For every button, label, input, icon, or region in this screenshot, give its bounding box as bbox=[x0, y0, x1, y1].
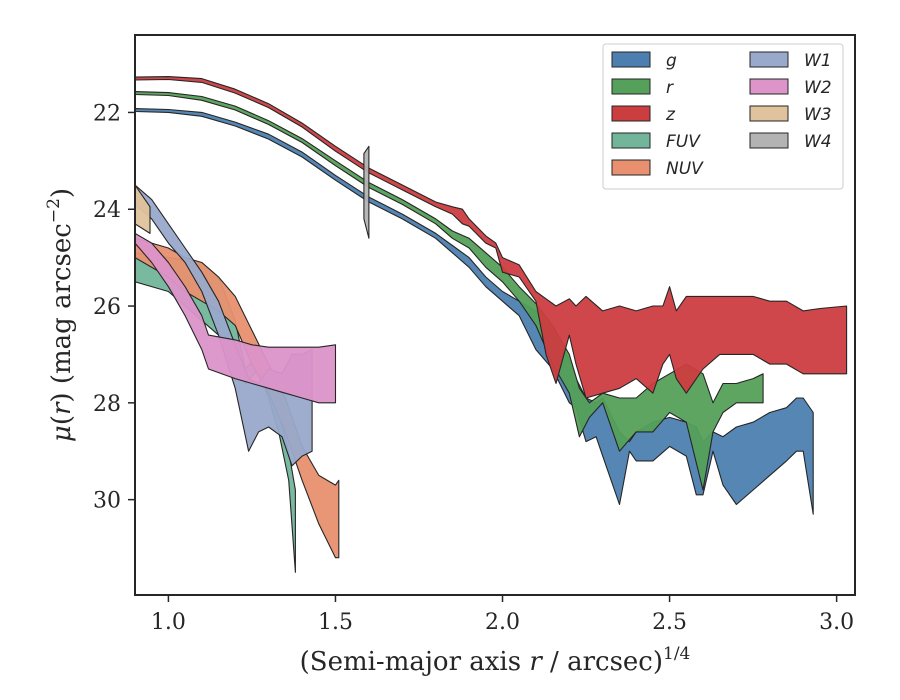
legend: grz FUV NUV W1 W2 W3 W4 bbox=[602, 43, 844, 190]
x-axis-label: (Semi-major axis r / arcsec)1/4 bbox=[300, 644, 691, 677]
legend-label-g: g bbox=[666, 51, 677, 71]
legend-swatch-w2 bbox=[749, 78, 789, 95]
band-z bbox=[135, 76, 848, 399]
profile-bands bbox=[135, 76, 848, 573]
legend-label-w4: W4 bbox=[804, 132, 832, 152]
legend-label-r: r bbox=[666, 78, 674, 98]
x-tick-label: 1.5 bbox=[318, 610, 353, 635]
x-tick-label: 2.0 bbox=[485, 610, 520, 635]
legend-swatch-w3 bbox=[749, 105, 789, 122]
band-r bbox=[135, 91, 764, 491]
band-w2 bbox=[135, 232, 337, 404]
x-axis-ticks: 1.0 1.5 2.0 2.5 3.0 bbox=[151, 595, 854, 635]
y-axis-label: μ(r) (mag arcsec−2) bbox=[44, 188, 77, 442]
plot-frame bbox=[134, 34, 856, 596]
legend-swatch-g bbox=[611, 51, 651, 68]
legend-label-fuv: FUV bbox=[666, 132, 701, 152]
legend-label-w3: W3 bbox=[804, 105, 832, 125]
y-tick-label: 30 bbox=[93, 489, 121, 514]
x-tick-label: 1.0 bbox=[151, 610, 186, 635]
legend-swatch-w1 bbox=[749, 51, 789, 68]
legend-swatch-fuv bbox=[611, 132, 651, 149]
legend-swatch-z bbox=[611, 105, 651, 122]
band-w3 bbox=[135, 184, 151, 234]
band-g bbox=[135, 108, 814, 515]
legend-swatch-w4 bbox=[749, 132, 789, 149]
legend-label-z: z bbox=[665, 105, 676, 125]
legend-swatch-r bbox=[611, 78, 651, 95]
band-w1 bbox=[135, 184, 313, 467]
band-w4 bbox=[363, 145, 370, 239]
y-tick-label: 28 bbox=[93, 392, 121, 417]
legend-label-nuv: NUV bbox=[666, 159, 704, 179]
legend-label-w1: W1 bbox=[804, 51, 832, 71]
x-tick-label: 2.5 bbox=[652, 610, 687, 635]
y-tick-label: 24 bbox=[93, 198, 121, 223]
legend-label-w2: W2 bbox=[804, 78, 832, 98]
x-tick-label: 3.0 bbox=[819, 610, 854, 635]
y-axis-ticks: 22 24 26 28 30 bbox=[93, 101, 135, 514]
y-tick-label: 26 bbox=[93, 295, 121, 320]
y-tick-label: 22 bbox=[93, 101, 121, 126]
legend-swatch-nuv bbox=[611, 159, 651, 176]
